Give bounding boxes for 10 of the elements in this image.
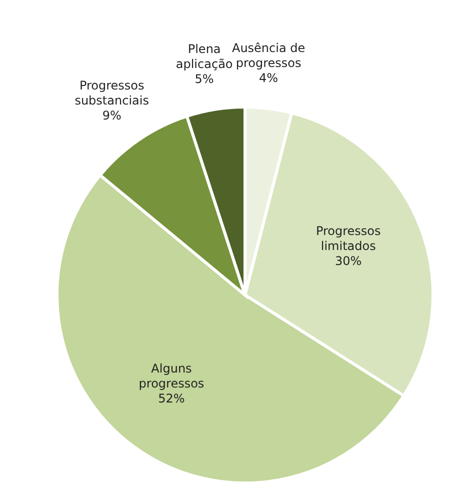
data-label: 9% [102, 108, 122, 123]
slice-label: Progressos substanciais [74, 78, 149, 108]
data-label: 5% [194, 72, 214, 86]
slice-label: Ausência de progressos [232, 41, 306, 70]
data-label: 52% [158, 392, 185, 406]
slice-label: Progressos limitados [316, 224, 381, 254]
slice-label: Plena aplicação [176, 42, 233, 72]
data-label: 30% [335, 254, 362, 268]
data-label: 4% [259, 71, 278, 86]
slice-label: Alguns progressos [138, 362, 204, 391]
